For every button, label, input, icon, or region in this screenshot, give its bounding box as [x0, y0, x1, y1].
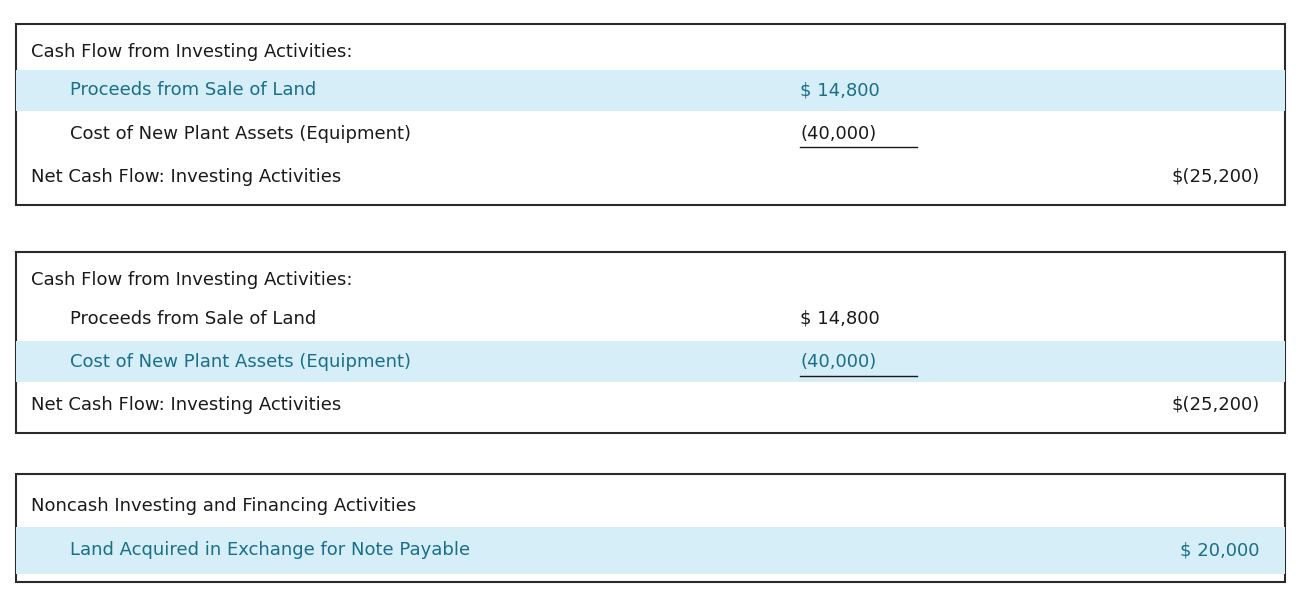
Text: $ 20,000: $ 20,000: [1180, 541, 1259, 559]
Text: (40,000): (40,000): [800, 353, 877, 371]
Polygon shape: [16, 252, 1285, 433]
Polygon shape: [16, 527, 1285, 574]
Text: Cost of New Plant Assets (Equipment): Cost of New Plant Assets (Equipment): [70, 353, 411, 371]
Text: Proceeds from Sale of Land: Proceeds from Sale of Land: [70, 310, 316, 328]
Text: $ 14,800: $ 14,800: [800, 81, 879, 100]
Text: $ 14,800: $ 14,800: [800, 310, 879, 328]
Text: Proceeds from Sale of Land: Proceeds from Sale of Land: [70, 81, 316, 100]
Text: Cost of New Plant Assets (Equipment): Cost of New Plant Assets (Equipment): [70, 125, 411, 142]
Text: Noncash Investing and Financing Activities: Noncash Investing and Financing Activiti…: [31, 498, 416, 515]
Polygon shape: [16, 24, 1285, 205]
Polygon shape: [16, 342, 1285, 382]
Text: Cash Flow from Investing Activities:: Cash Flow from Investing Activities:: [31, 43, 353, 60]
Text: Land Acquired in Exchange for Note Payable: Land Acquired in Exchange for Note Payab…: [70, 541, 471, 559]
Text: Net Cash Flow: Investing Activities: Net Cash Flow: Investing Activities: [31, 396, 341, 414]
Text: $(25,200): $(25,200): [1171, 168, 1259, 186]
Text: (40,000): (40,000): [800, 125, 877, 142]
Text: $(25,200): $(25,200): [1171, 396, 1259, 414]
Polygon shape: [16, 474, 1285, 582]
Text: Net Cash Flow: Investing Activities: Net Cash Flow: Investing Activities: [31, 168, 341, 186]
Polygon shape: [16, 70, 1285, 111]
Text: Cash Flow from Investing Activities:: Cash Flow from Investing Activities:: [31, 271, 353, 289]
